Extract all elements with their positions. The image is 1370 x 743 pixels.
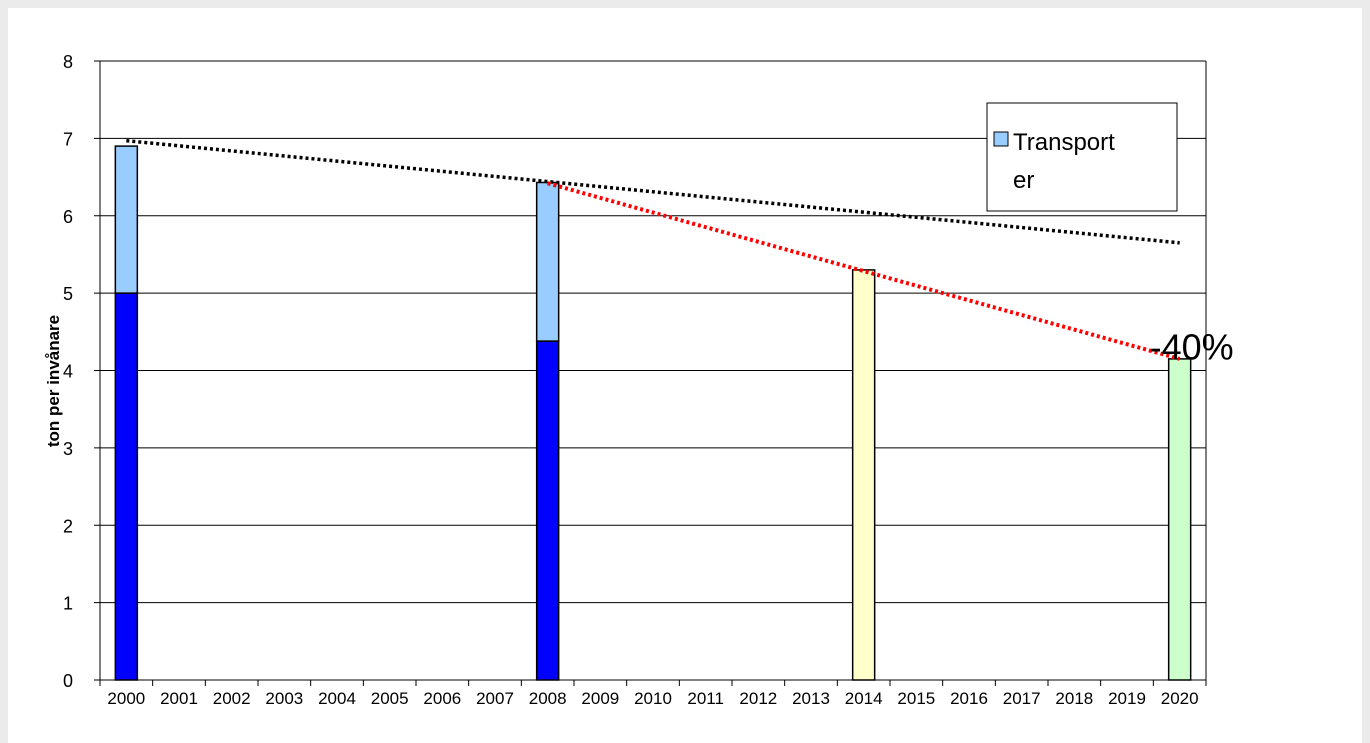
x-tick-label: 2016 — [950, 689, 988, 708]
x-tick-label: 2007 — [476, 689, 514, 708]
x-tick-label: 2015 — [897, 689, 935, 708]
x-tick-label: 2001 — [160, 689, 198, 708]
bar-2000-series-1 — [114, 145, 139, 294]
bar-2014-series-2 — [851, 269, 876, 681]
trend-lines — [126, 138, 1181, 361]
y-tick-label: 5 — [63, 284, 73, 304]
x-tick-label: 2010 — [634, 689, 672, 708]
y-tick-label: 8 — [63, 52, 73, 72]
legend-swatch — [993, 131, 1009, 147]
legend-box — [986, 102, 1178, 212]
bars — [114, 145, 1192, 681]
x-tick-label: 2013 — [792, 689, 830, 708]
gridlines — [100, 60, 1206, 604]
legend-label-line1: Transport — [1013, 129, 1115, 156]
x-tick-label: 2011 — [687, 689, 724, 708]
trend-line-1 — [547, 181, 1181, 361]
x-tick-labels: 2000 2001 2002 2003 2004 2005 2006 2007 2008 2009… — [107, 689, 1198, 708]
y-tick-label: 3 — [63, 439, 73, 459]
x-tick-label: 2009 — [581, 689, 619, 708]
x-tick-label: 2002 — [213, 689, 251, 708]
x-tick-label: 2017 — [1003, 689, 1041, 708]
x-tick-label: 2020 — [1161, 689, 1199, 708]
y-tick-label: 7 — [63, 129, 73, 149]
x-tick-label: 2006 — [423, 689, 461, 708]
trend-line-0 — [126, 138, 1180, 245]
legend-label-line2: er — [1013, 167, 1034, 194]
axes — [94, 60, 1207, 686]
y-tick-label: 0 — [63, 671, 73, 691]
bar-2000-series-0 — [114, 292, 139, 681]
x-tick-label: 2014 — [845, 689, 883, 708]
bar-2008-series-1 — [535, 181, 560, 342]
x-tick-label: 2018 — [1055, 689, 1093, 708]
x-tick-label: 2005 — [371, 689, 409, 708]
x-tick-label: 2019 — [1108, 689, 1146, 708]
bar-2020-series-3 — [1167, 358, 1192, 681]
y-axis-label: ton per invånare — [44, 315, 63, 447]
y-tick-labels: 0 1 2 3 4 5 6 7 8 — [63, 52, 73, 691]
x-tick-label: 2000 — [107, 689, 145, 708]
x-tick-label: 2008 — [529, 689, 567, 708]
y-tick-label: 6 — [63, 207, 73, 227]
legend: Transport er — [986, 102, 1178, 212]
annotation-text: -40% — [1150, 326, 1234, 367]
x-tick-label: 2003 — [265, 689, 303, 708]
x-tick-label: 2004 — [318, 689, 356, 708]
x-tick-label: 2012 — [739, 689, 777, 708]
bar-2008-series-0 — [535, 340, 560, 681]
y-tick-label: 1 — [63, 594, 73, 614]
y-tick-label: 4 — [63, 362, 73, 382]
y-tick-label: 2 — [63, 516, 73, 536]
